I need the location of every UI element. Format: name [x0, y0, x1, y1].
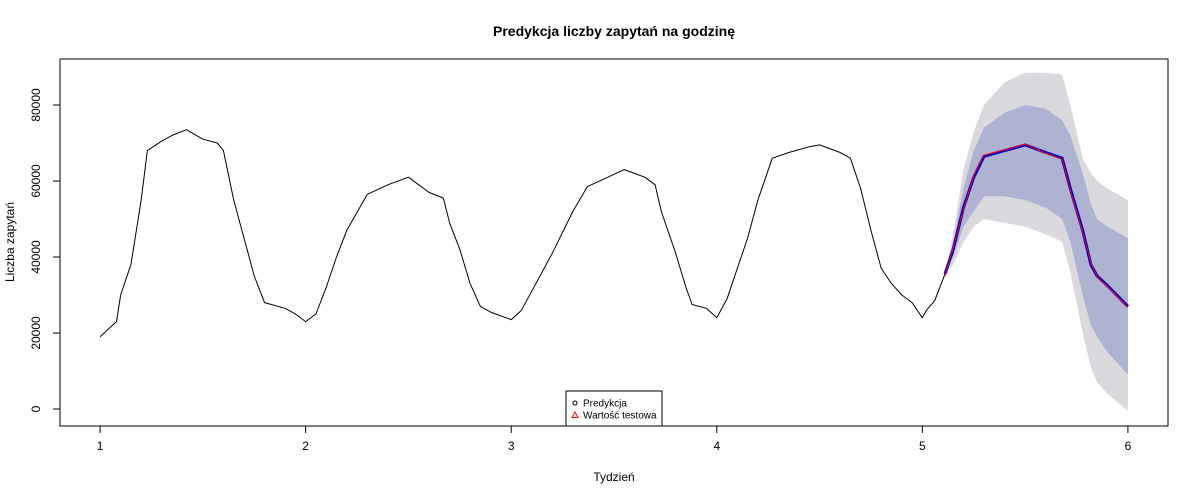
- x-tick-label: 2: [302, 439, 309, 453]
- x-tick-label: 1: [97, 439, 104, 453]
- y-tick-label: 0: [29, 405, 43, 412]
- confidence-band: [944, 104, 1128, 375]
- y-tick-label: 80000: [29, 88, 43, 122]
- x-tick-label: 5: [919, 439, 926, 453]
- legend-label: Wartość testowa: [583, 411, 657, 422]
- legend-marker: [571, 410, 579, 418]
- y-tick-label: 60000: [29, 164, 43, 198]
- x-tick-label: 4: [713, 439, 720, 453]
- legend-box: [565, 390, 663, 427]
- y-axis-label: Liczba zapytań: [3, 202, 17, 282]
- chart-title: Predykcja liczby zapytań na godzinę: [493, 23, 735, 39]
- x-tick-label: 3: [508, 439, 515, 453]
- series-line: [944, 143, 1129, 308]
- legend-label: Predykcja: [583, 399, 627, 410]
- y-tick-label: 20000: [29, 316, 43, 350]
- y-tick-label: 40000: [29, 240, 43, 274]
- series-line: [99, 129, 946, 338]
- x-axis-label: Tydzień: [593, 470, 634, 484]
- legend-marker: [572, 400, 578, 406]
- x-tick-label: 6: [1125, 439, 1132, 453]
